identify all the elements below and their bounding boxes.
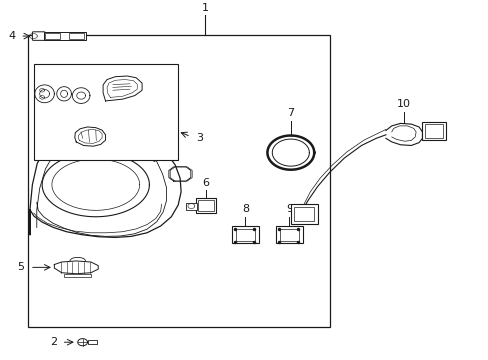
Text: 4: 4 (8, 31, 15, 41)
Bar (185, 203, 196, 210)
Text: 1: 1 (202, 3, 208, 13)
Bar (198, 200, 213, 211)
Bar (425, 124, 442, 138)
FancyBboxPatch shape (32, 32, 45, 40)
Text: 8: 8 (242, 204, 248, 214)
Bar (236, 229, 255, 240)
Bar (34, 63, 177, 160)
Text: 2: 2 (50, 337, 57, 347)
Text: 6: 6 (202, 177, 209, 188)
Text: 10: 10 (396, 99, 410, 109)
Bar (290, 204, 317, 224)
Text: 3: 3 (195, 133, 203, 143)
Text: 5: 5 (17, 262, 24, 273)
Bar (280, 229, 299, 240)
Bar (294, 207, 314, 221)
Bar (232, 226, 259, 243)
Bar (64, 274, 91, 277)
Bar (44, 32, 85, 40)
Text: 7: 7 (286, 108, 294, 118)
Bar (195, 198, 216, 213)
Bar (88, 340, 97, 344)
Bar (45, 33, 60, 39)
Text: 9: 9 (285, 204, 292, 214)
Bar (276, 226, 303, 243)
Bar (69, 33, 83, 39)
Bar (422, 122, 445, 140)
Bar (27, 35, 329, 327)
